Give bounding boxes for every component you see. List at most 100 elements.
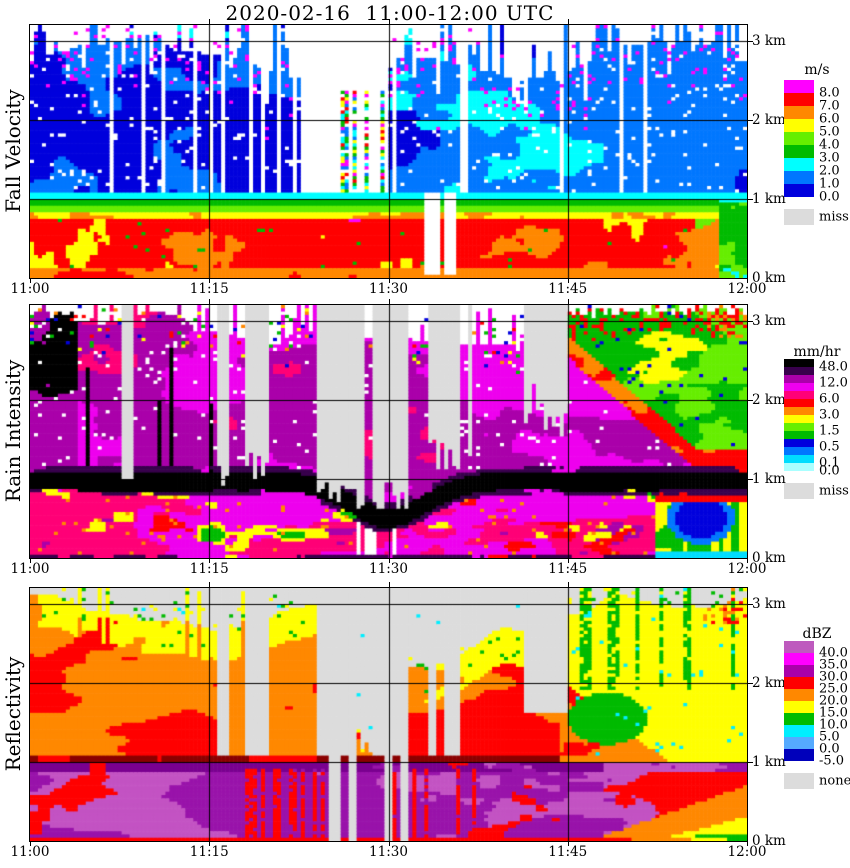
x-tick-mark [747,279,748,283]
y-tick-label: 2 km [752,392,786,408]
legend-tick-label: 40.0 [819,645,848,661]
y-tick-label: 3 km [752,596,786,612]
legend-color-cell [784,737,814,749]
legend-missing-cell [784,483,814,499]
legend-color-cell [784,359,814,367]
legend-tick-label: 0.0 [819,741,840,757]
legend-color-cell [784,375,814,383]
legend-tick-label: 3.0 [819,407,840,423]
y-tick-label: 0 km [752,270,786,286]
x-tick-mark-top [389,299,390,304]
x-tick-label: 11:15 [189,281,229,297]
y-tick-mark [748,683,753,684]
y-tick-mark [748,479,753,480]
legend-tick-label: 7.0 [819,98,840,114]
x-tick-mark [30,559,31,563]
legend-color-cell [784,701,814,713]
y-tick-label: 3 km [752,33,786,49]
legend-tick-label: 3.0 [819,150,840,166]
x-tick-mark [568,559,569,563]
x-tick-mark-top [568,299,569,304]
legend-color-cell [784,106,814,119]
legend-tick-label: 12.0 [819,375,848,391]
legend-tick-label: 6.0 [819,111,840,127]
x-tick-mark [389,279,390,283]
legend-color-cell [784,80,814,93]
legend-color-cell [784,391,814,399]
legend-tick-label: 48.0 [819,359,848,375]
legend-tick-label: 0.1 [819,455,840,471]
legend-tick-label: 5.0 [819,124,840,140]
y-tick-mark [748,604,753,605]
x-tick-mark [209,842,210,846]
legend-tick-label: 25.0 [819,681,848,697]
legend-color-cell [784,93,814,106]
panel1-ylabel: Fall Velocity [1,89,25,213]
x-tick-label: 11:45 [548,281,588,297]
x-tick-mark-top [209,19,210,24]
fall-velocity-heatmap-canvas [30,25,747,278]
legend-title: dBZ [802,626,832,642]
x-tick-label: 11:30 [369,561,408,577]
x-tick-label: 11:45 [548,561,588,577]
legend-color-cell [784,158,814,171]
y-tick-label: 1 km [752,471,786,487]
x-tick-label: 12:00 [727,281,767,297]
legend-color-cell [784,184,814,197]
x-tick-label: 11:00 [10,561,50,577]
x-tick-mark-top [568,19,569,24]
x-tick-mark [209,559,210,563]
legend-color-cell [784,463,814,471]
x-tick-mark [568,279,569,283]
y-tick-mark [748,321,753,322]
y-tick-label: 2 km [752,112,786,128]
legend-color-cell [784,367,814,375]
x-tick-mark [389,559,390,563]
y-tick-label: 0 km [752,833,786,849]
chart-title: 2020-02-16 11:00-12:00 UTC [225,1,555,25]
legend-color-cell [784,641,814,653]
legend-tick-label: 4.0 [819,137,840,153]
legend-tick-label: -5.0 [819,753,845,769]
legend-missing-label: miss [819,209,849,225]
x-tick-label: 12:00 [727,561,767,577]
y-tick-label: 2 km [752,675,786,691]
legend-color-cell [784,447,814,455]
legend-tick-label: 35.0 [819,657,848,673]
legend-color-cell [784,119,814,132]
legend-color-cell [784,132,814,145]
rain-intensity-heatmap-canvas [30,305,747,558]
x-tick-mark [30,279,31,283]
x-tick-label: 11:15 [189,561,229,577]
x-tick-mark [30,842,31,846]
y-tick-mark [748,762,753,763]
x-tick-mark [209,279,210,283]
legend-tick-label: 5.0 [819,729,840,745]
legend-color-cell [784,415,814,423]
x-tick-mark [747,559,748,563]
legend-tick-label: 20.0 [819,693,848,709]
legend-missing-label: none [819,773,850,789]
x-tick-mark-top [209,299,210,304]
legend-color-cell [784,725,814,737]
x-tick-mark-top [389,19,390,24]
legend-tick-label: 1.5 [819,423,840,439]
legend-color-cell [784,689,814,701]
legend-color-cell [784,171,814,184]
legend-tick-label: 0.0 [819,189,840,205]
y-tick-mark [748,120,753,121]
legend-title: m/s [804,62,830,78]
y-tick-label: 3 km [752,313,786,329]
legend-missing-cell [784,209,814,225]
x-tick-label: 11:00 [10,844,50,860]
legend-color-cell [784,399,814,407]
x-tick-label: 11:30 [369,844,408,860]
x-tick-mark-top [389,582,390,587]
panel2-plot-area [29,304,748,559]
x-tick-mark [747,842,748,846]
legend-color-cell [784,423,814,431]
legend-tick-label: 6.0 [819,391,840,407]
y-tick-mark [748,41,753,42]
x-tick-mark-top [568,582,569,587]
legend-missing-cell [784,773,814,789]
